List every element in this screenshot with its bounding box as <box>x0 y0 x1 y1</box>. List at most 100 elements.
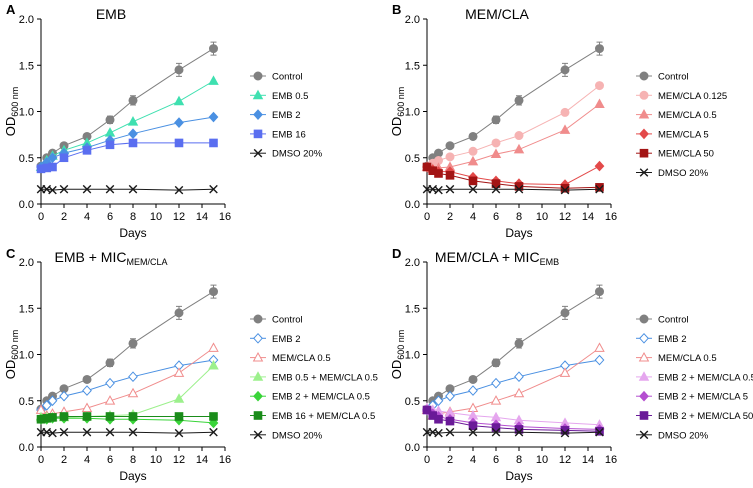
x-tick-label: 2 <box>61 211 67 223</box>
legend-label: EMB 2 <box>658 334 687 345</box>
data-point <box>490 148 502 158</box>
data-point <box>208 342 219 352</box>
panel-letter: D <box>392 246 401 261</box>
y-tick-label: 0.0 <box>405 442 420 454</box>
data-point <box>128 95 138 105</box>
x-tick-label: 14 <box>582 211 594 223</box>
data-point <box>445 427 455 437</box>
legend-label: EMB 2 + MEM/CLA 0.5 <box>272 392 370 403</box>
x-tick-label: 6 <box>107 211 113 223</box>
y-tick-label: 1.0 <box>405 107 420 119</box>
legend-marker <box>253 314 263 324</box>
series-mem-cla-0-5 <box>421 98 605 173</box>
data-point <box>208 111 219 123</box>
x-tick-label: 4 <box>470 211 476 223</box>
legend-marker <box>638 371 650 381</box>
panel-title: EMB + MICMEM/CLA <box>55 249 168 267</box>
data-point <box>434 414 443 424</box>
legend-marker <box>252 371 264 381</box>
data-point <box>560 107 570 117</box>
legend-marker <box>639 71 649 81</box>
data-point <box>208 75 219 85</box>
legend-marker <box>253 109 263 120</box>
series-dmso-20- <box>36 184 218 195</box>
y-tick-label: 0.5 <box>19 153 34 165</box>
data-point <box>128 412 138 421</box>
series-mem-cla-50 <box>422 162 604 193</box>
data-point <box>128 128 138 140</box>
legend-marker <box>639 148 649 158</box>
y-axis-label: OD600 nm <box>389 87 406 137</box>
data-point <box>468 146 478 156</box>
data-point <box>59 412 69 421</box>
data-point <box>434 185 443 195</box>
data-point <box>468 184 478 194</box>
series-line <box>41 188 214 191</box>
panel-b: B MEM/CLA 0.0 0.5 1.0 1.5 2.0 0 2 4 6 8 10 12 14 16 Days… <box>389 2 727 240</box>
data-point <box>559 124 571 134</box>
data-point <box>209 287 218 297</box>
data-point <box>595 44 604 54</box>
data-point <box>560 428 570 438</box>
legend-entry: EMB 16 + MEM/CLA 0.5 <box>250 411 375 422</box>
data-point <box>174 138 184 148</box>
y-axis-label: OD600 nm <box>3 330 20 380</box>
data-point <box>104 395 116 405</box>
data-point <box>445 152 455 162</box>
legend-entry: EMB 2 <box>636 332 687 345</box>
x-tick-label: 6 <box>493 454 499 466</box>
x-tick-label: 10 <box>536 454 548 466</box>
series-emb-16 <box>36 138 218 174</box>
data-point <box>468 374 478 384</box>
x-axis-label: Days <box>119 469 146 483</box>
x-tick-label: 16 <box>219 454 231 466</box>
panel-letter: B <box>392 2 401 17</box>
x-tick-label: 12 <box>173 454 185 466</box>
data-point <box>560 65 570 75</box>
x-tick-label: 4 <box>470 454 476 466</box>
series-line <box>426 347 600 417</box>
x-tick-label: 8 <box>516 211 522 223</box>
data-point <box>468 385 478 396</box>
data-point <box>491 184 501 194</box>
legend-label: Control <box>658 72 689 83</box>
x-tick-label: 10 <box>150 211 162 223</box>
x-tick-label: 2 <box>447 454 453 466</box>
series-emb-16-mem-cla-0-5 <box>36 412 218 424</box>
legend-label: EMB 2 + MEM/CLA 0.5 <box>658 372 753 383</box>
data-point <box>514 338 524 348</box>
data-point <box>105 115 115 125</box>
x-axis-label: Days <box>505 469 532 483</box>
data-point <box>513 143 525 154</box>
y-tick-label: 1.5 <box>405 60 420 72</box>
legend-entry: MEM/CLA 0.125 <box>636 90 727 102</box>
data-point <box>173 95 185 106</box>
legend-entry: EMB 2 + MEM/CLA 5 <box>636 390 748 403</box>
legend-entry: EMB 2 + MEM/CLA 0.5 <box>636 371 753 383</box>
data-point <box>468 131 478 141</box>
data-point <box>514 371 524 383</box>
legend-marker <box>638 351 650 362</box>
data-point <box>560 426 570 435</box>
data-point <box>490 395 502 405</box>
data-point <box>445 141 455 151</box>
series-control <box>36 284 218 414</box>
x-tick-label: 12 <box>173 211 185 223</box>
x-tick-label: 6 <box>493 211 499 223</box>
data-point <box>128 371 138 383</box>
data-point <box>514 131 524 141</box>
x-tick-label: 10 <box>536 211 548 223</box>
legend-entry: EMB 16 <box>250 129 306 140</box>
x-tick-label: 0 <box>424 211 430 223</box>
data-point <box>560 183 570 193</box>
data-point <box>445 390 455 402</box>
data-point <box>174 428 184 438</box>
y-tick-label: 0.0 <box>405 199 420 211</box>
legend-label: EMB 2 <box>272 110 301 121</box>
data-point <box>173 367 185 377</box>
panel-a: A EMB 0.0 0.5 1.0 1.5 2.0 0 2 4 6 8 10 12 14 16 Days OD60… <box>3 2 323 240</box>
legend-entry: Control <box>636 71 689 83</box>
legend-label: EMB 2 <box>272 334 301 345</box>
data-point <box>422 405 432 415</box>
